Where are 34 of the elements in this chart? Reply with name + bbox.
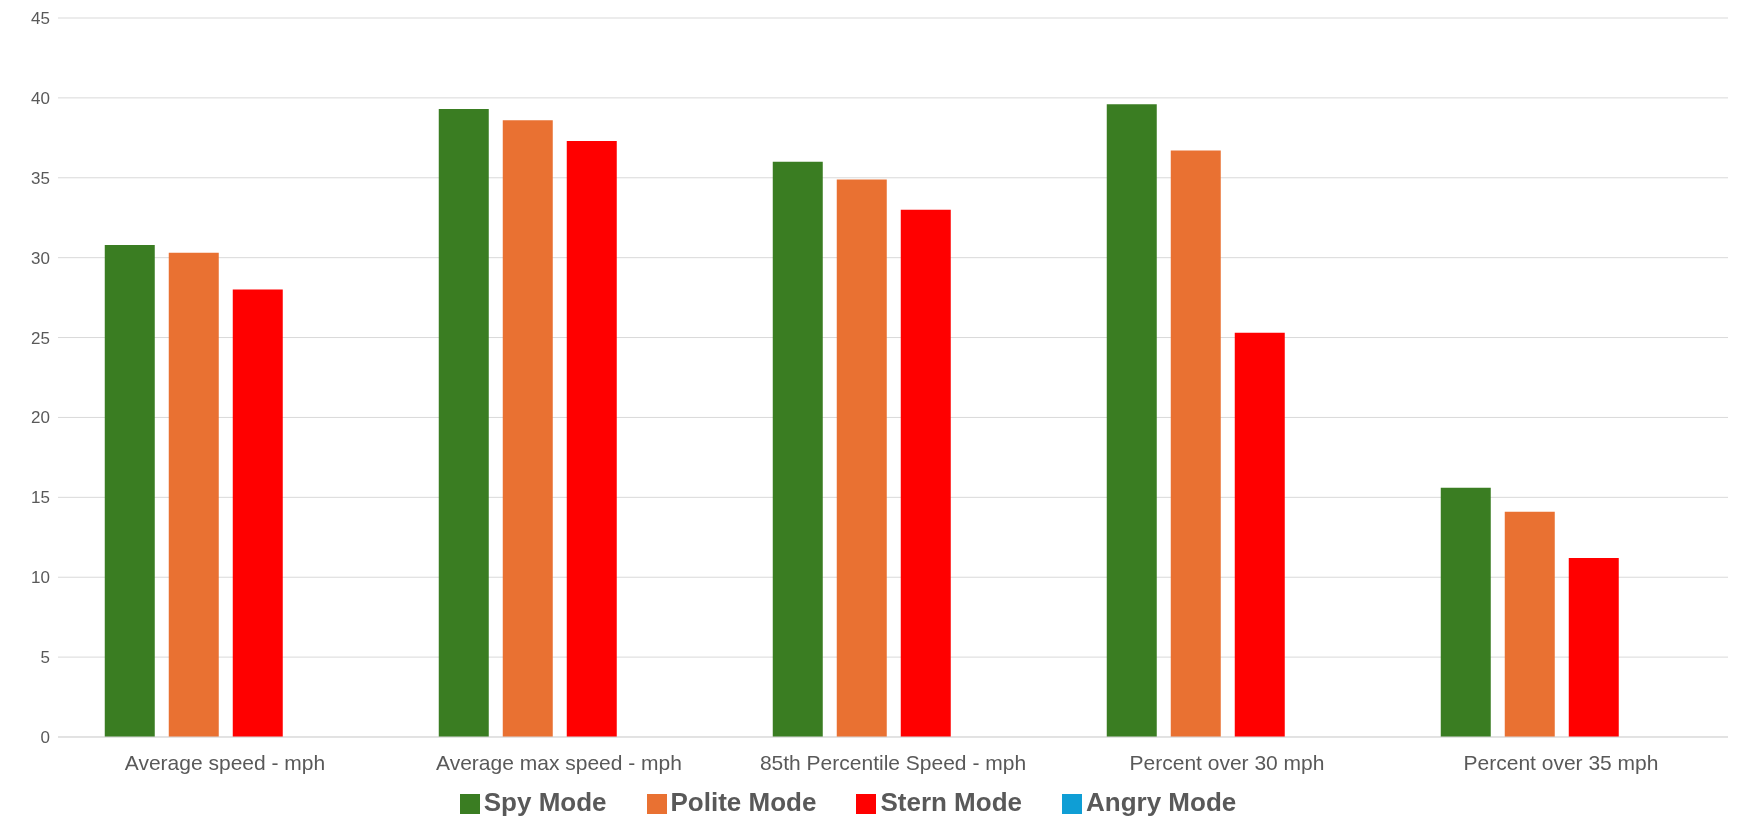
x-tick-label: Percent over 35 mph [1463, 750, 1659, 774]
y-tick-label: 0 [40, 728, 50, 748]
bar [438, 109, 489, 737]
x-tick-label: Average max speed - mph [436, 750, 682, 774]
y-tick-label: 35 [31, 168, 50, 188]
y-tick-label: 20 [31, 408, 50, 428]
x-tick-label: 85th Percentile Speed - mph [759, 750, 1027, 774]
y-tick-label: 5 [40, 648, 50, 668]
y-tick-label: 30 [31, 248, 50, 268]
y-tick-label: 15 [31, 488, 50, 508]
legend-label: Polite Mode [670, 787, 817, 817]
y-tick-label: 10 [31, 568, 50, 588]
bar [1568, 558, 1619, 737]
bar [1170, 150, 1221, 737]
legend-label: Angry Mode [1086, 787, 1237, 817]
bar [1440, 487, 1491, 737]
bar [168, 252, 219, 737]
bar [900, 209, 951, 737]
bar [104, 244, 155, 737]
legend-label: Stern Mode [880, 787, 1023, 817]
bar [1106, 104, 1157, 737]
bar [566, 141, 617, 737]
bar [1504, 511, 1555, 737]
bar [836, 179, 887, 737]
x-tick-label: Percent over 30 mph [1129, 750, 1325, 774]
y-tick-label: 25 [31, 328, 50, 348]
bar [232, 289, 283, 737]
bar [502, 120, 553, 737]
bar [1234, 332, 1285, 737]
legend-label: Spy Mode [483, 787, 607, 817]
x-tick-label: Average speed - mph [124, 750, 326, 774]
bar [772, 161, 823, 737]
y-tick-label: 40 [31, 88, 50, 108]
y-tick-label: 45 [31, 9, 50, 29]
